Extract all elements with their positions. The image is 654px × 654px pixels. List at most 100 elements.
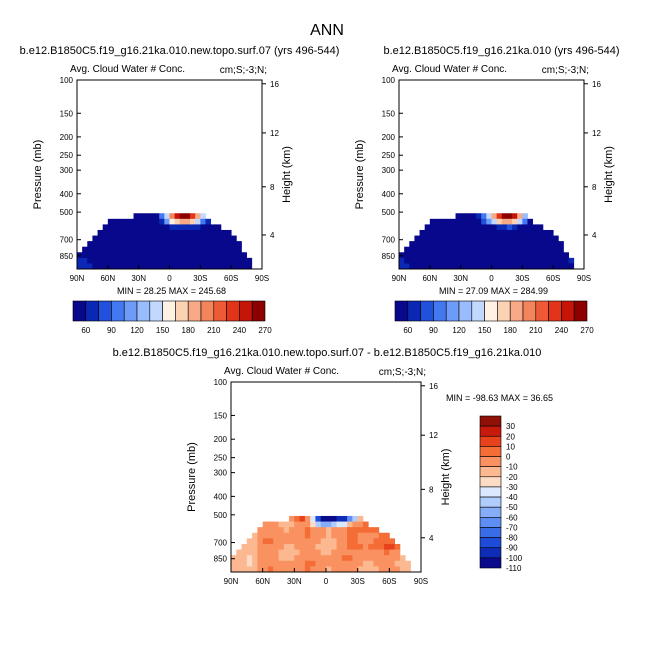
data-cell: [128, 241, 134, 248]
data-cell: [304, 521, 311, 528]
data-cell: [82, 252, 88, 259]
data-cell: [522, 235, 528, 242]
data-cell: [241, 549, 248, 556]
data-cell: [341, 543, 348, 550]
data-cell: [184, 241, 191, 248]
data-cell: [87, 241, 93, 248]
data-cell: [246, 257, 253, 264]
data-cell: [326, 527, 332, 534]
y-tick-label: 250: [214, 454, 228, 463]
data-cell: [527, 224, 534, 231]
data-cell: [304, 560, 311, 567]
data-cell: [205, 229, 212, 236]
x-tick-label: 0: [489, 274, 494, 283]
data-cell: [440, 224, 446, 231]
data-cell: [368, 532, 374, 539]
data-cell: [231, 257, 237, 264]
data-cell: [241, 543, 248, 550]
data-cell: [399, 555, 406, 562]
data-cell: [476, 224, 482, 231]
colorbar-label: -80: [506, 534, 518, 543]
data-cell: [205, 257, 212, 264]
data-cell: [424, 257, 431, 264]
data-cell: [548, 235, 554, 242]
data-cell: [283, 560, 290, 567]
data-cell: [190, 229, 196, 236]
data-cell: [315, 549, 322, 556]
data-cell: [184, 257, 191, 264]
data-cell: [278, 549, 285, 556]
data-cell: [262, 521, 269, 528]
data-cell: [220, 235, 227, 242]
data-cell: [424, 246, 431, 253]
data-cell: [336, 521, 343, 528]
data-cell: [102, 257, 109, 264]
data-cell: [465, 235, 472, 242]
data-cell: [138, 229, 145, 236]
data-cell: [310, 521, 316, 528]
data-cell: [481, 235, 487, 242]
data-cell: [179, 246, 186, 253]
data-cell: [236, 549, 242, 556]
data-cell: [133, 213, 140, 220]
data-cell: [362, 527, 369, 534]
colorbar-swatch: [111, 300, 125, 322]
data-cell: [568, 263, 575, 270]
data-cell: [164, 235, 170, 242]
data-cell: [205, 235, 212, 242]
data-cell: [341, 538, 348, 545]
data-cell: [512, 263, 518, 270]
data-cell: [336, 515, 343, 522]
data-cell: [92, 263, 98, 270]
data-cell: [195, 263, 201, 270]
data-cell: [404, 246, 410, 253]
data-cell: [455, 224, 462, 231]
data-cell: [496, 252, 503, 259]
data-cell: [542, 257, 549, 264]
data-cell: [215, 224, 222, 231]
data-cell: [517, 246, 523, 253]
data-cell: [419, 263, 426, 270]
data-cell: [320, 532, 327, 539]
data-cell: [506, 224, 513, 231]
data-cell: [226, 229, 232, 236]
data-cell: [179, 218, 186, 225]
data-cell: [481, 252, 487, 259]
data-cell: [273, 566, 279, 573]
data-cell: [310, 532, 316, 539]
y-tick-label: 150: [214, 411, 228, 420]
x-tick-label: 60S: [546, 274, 560, 283]
data-cell: [445, 263, 451, 270]
data-cell: [352, 532, 359, 539]
data-cell: [414, 263, 420, 270]
data-cell: [231, 263, 237, 270]
data-cell: [362, 555, 369, 562]
x-tick-label: 90S: [577, 274, 591, 283]
data-cell: [506, 229, 513, 236]
data-cell: [470, 252, 477, 259]
data-cell: [512, 218, 518, 225]
data-cell: [347, 566, 353, 573]
colorbar-swatch: [479, 557, 502, 569]
data-cell: [267, 549, 274, 556]
data-cell: [368, 555, 374, 562]
data-cell: [179, 241, 186, 248]
data-cell: [118, 252, 124, 259]
data-cell: [205, 224, 212, 231]
data-cell: [357, 527, 364, 534]
y-tick-label: 100: [382, 76, 396, 85]
data-cell: [283, 555, 290, 562]
data-cell: [470, 235, 477, 242]
data-cell: [107, 246, 114, 253]
data-cell: [414, 246, 420, 253]
data-cell: [273, 549, 279, 556]
colorbar-swatch: [239, 300, 253, 322]
data-cell: [352, 560, 359, 567]
data-cell: [299, 532, 306, 539]
data-cell: [294, 515, 301, 522]
data-cell: [241, 566, 248, 573]
data-cell: [315, 521, 322, 528]
data-cell: [362, 543, 369, 550]
data-cell: [553, 263, 559, 270]
data-cell: [409, 246, 415, 253]
